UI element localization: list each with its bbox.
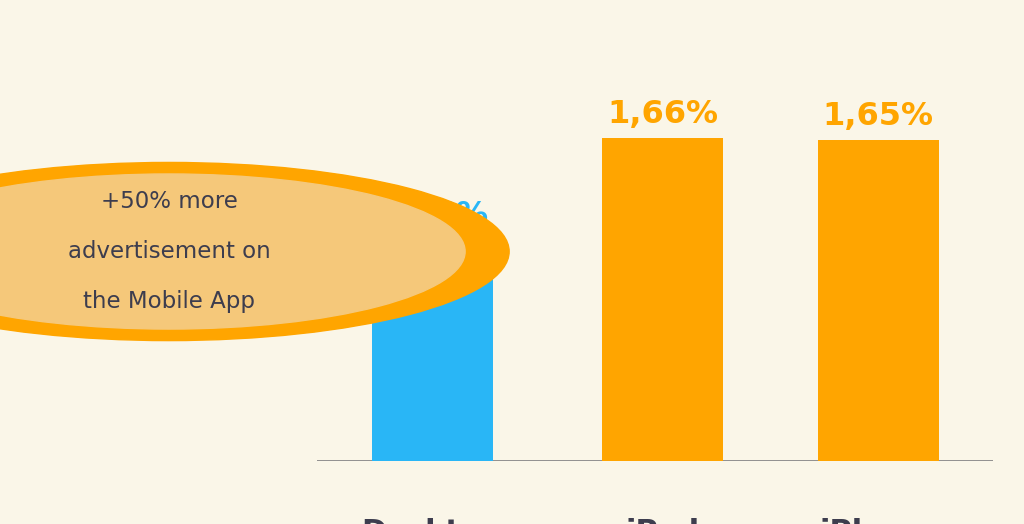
Text: iPad: iPad [626,518,699,524]
Text: 1,65%: 1,65% [822,101,934,132]
Text: the Mobile App: the Mobile App [83,290,255,313]
Ellipse shape [0,162,509,341]
Text: 1,66%: 1,66% [607,99,718,130]
Ellipse shape [0,174,465,329]
Bar [818,140,939,461]
Text: Desktop: Desktop [361,518,503,524]
Text: +50% more: +50% more [100,190,238,213]
Bar [602,138,723,461]
Text: 1,14%: 1,14% [377,201,488,232]
Bar [372,239,493,461]
Text: iPhone: iPhone [819,518,937,524]
Text: advertisement on: advertisement on [68,240,270,263]
